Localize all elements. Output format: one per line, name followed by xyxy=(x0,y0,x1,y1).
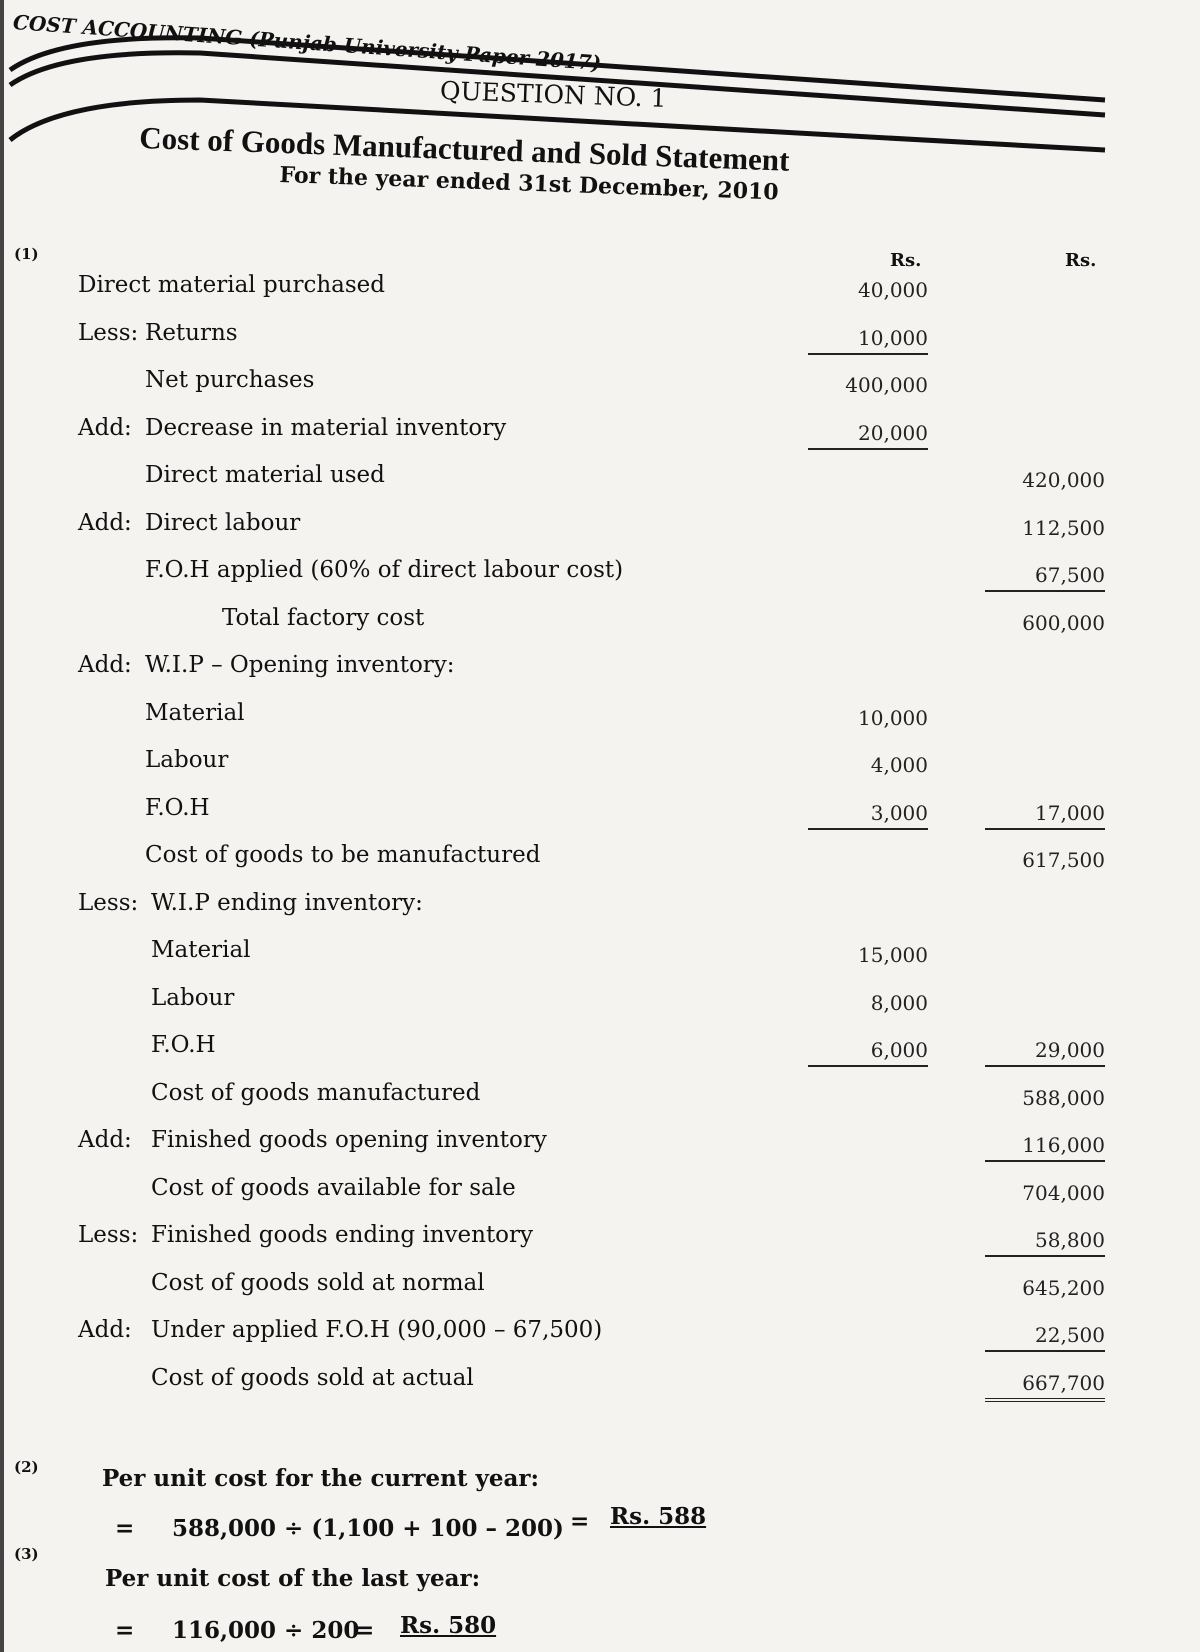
row-label: W.I.P ending inventory: xyxy=(151,889,423,916)
row-label: F.O.H xyxy=(151,1032,216,1058)
statement-row: F.O.H applied (60% of direct labour cost… xyxy=(0,557,1200,605)
amount-column-1: 8,000 xyxy=(870,990,928,1015)
statement-row: Labour 8,000 xyxy=(0,985,1200,1033)
statement-row: F.O.H 6,000 29,000 xyxy=(0,1032,1200,1080)
row-label: Total factory cost xyxy=(222,604,425,631)
row-label: F.O.H xyxy=(145,794,210,821)
column-header-rs-1: Rs. xyxy=(890,250,922,271)
row-label: Material xyxy=(145,699,245,726)
part3-equals: = xyxy=(355,1617,375,1644)
part3-heading: Per unit cost of the last year: xyxy=(105,1565,481,1592)
statement-row: Cost of goods to be manufactured 617,500 xyxy=(0,842,1200,890)
row-label: Finished goods ending inventory xyxy=(151,1222,534,1248)
row-label: Material xyxy=(151,937,251,963)
statement-row: Less: Finished goods ending inventory 58,8… xyxy=(0,1222,1200,1270)
marker-1: (1) xyxy=(14,245,39,263)
row-label: Net purchases xyxy=(145,367,315,393)
row-prefix: Less: xyxy=(78,1222,139,1248)
row-label: Cost of goods manufactured xyxy=(151,1079,481,1106)
decorative-rules xyxy=(8,35,1106,153)
amount-column-2: 617,500 xyxy=(1022,848,1105,872)
part2-result: Rs. 588 xyxy=(610,1503,707,1530)
amount-column-1: 10,000 xyxy=(858,705,928,730)
row-label: Returns xyxy=(145,319,238,346)
statement-row: Direct material used 420,000 xyxy=(0,462,1200,510)
row-prefix: Less: xyxy=(78,889,139,916)
amount-column-1: 20,000 xyxy=(808,421,928,450)
statement-row: Add: W.I.P – Opening inventory: xyxy=(0,652,1200,700)
amount-column-2: 116,000 xyxy=(985,1133,1105,1162)
row-label: Labour xyxy=(151,984,235,1011)
row-prefix: Add: xyxy=(78,414,132,441)
statement-row: Net purchases 400,000 xyxy=(0,367,1200,415)
row-label: Labour xyxy=(145,747,229,773)
amount-column-2: 588,000 xyxy=(1022,1085,1105,1110)
statement-row: Add: Finished goods opening inventory 116,… xyxy=(0,1127,1200,1175)
amount-column-1: 3,000 xyxy=(808,801,928,830)
amount-column-2: 645,200 xyxy=(1022,1275,1105,1300)
amount-column-2: 58,800 xyxy=(985,1228,1105,1257)
amount-column-1: 400,000 xyxy=(845,373,928,397)
amount-column-2: 704,000 xyxy=(1022,1180,1105,1205)
statement-table: Direct material purchased 40,000 Less: Retu… xyxy=(0,272,1200,1412)
amount-column-2: 29,000 xyxy=(985,1038,1105,1067)
statement-row: Less: W.I.P ending inventory: xyxy=(0,890,1200,938)
amount-column-1: 6,000 xyxy=(808,1038,928,1067)
row-label: Decrease in material inventory xyxy=(145,414,507,441)
part2-formula: 588,000 ÷ (1,100 + 100 – 200) xyxy=(172,1515,564,1542)
row-label: Under applied F.O.H (90,000 – 67,500) xyxy=(151,1317,603,1343)
amount-column-2: 600,000 xyxy=(1022,610,1105,635)
statement-row: Add: Under applied F.O.H (90,000 – 67,500… xyxy=(0,1317,1200,1365)
part2-bullet: = xyxy=(115,1515,135,1542)
amount-column-2: 420,000 xyxy=(1022,468,1105,492)
row-label: Direct material used xyxy=(145,462,385,488)
part3-bullet: = xyxy=(115,1617,135,1644)
statement-row: Labour 4,000 xyxy=(0,747,1200,795)
statement-row: Cost of goods available for sale 704,000 xyxy=(0,1175,1200,1223)
marker-2: (2) xyxy=(14,1458,39,1476)
amount-column-2: 667,700 xyxy=(985,1371,1105,1402)
row-label: Cost of goods sold at actual xyxy=(151,1364,474,1391)
part2-heading: Per unit cost for the current year: xyxy=(102,1465,539,1492)
amount-column-2: 22,500 xyxy=(985,1323,1105,1352)
statement-row: Material 10,000 xyxy=(0,700,1200,748)
row-label: Direct material purchased xyxy=(78,272,386,298)
statement-row: Material 15,000 xyxy=(0,937,1200,985)
statement-row: Cost of goods manufactured 588,000 xyxy=(0,1080,1200,1128)
statement-row: Cost of goods sold at normal 645,200 xyxy=(0,1270,1200,1318)
amount-column-1: 15,000 xyxy=(858,943,928,967)
statement-row: Direct material purchased 40,000 xyxy=(0,272,1200,320)
statement-row: F.O.H 3,000 17,000 xyxy=(0,795,1200,843)
row-label: Finished goods opening inventory xyxy=(151,1127,547,1153)
part3-formula: 116,000 ÷ 200 xyxy=(172,1617,360,1644)
row-prefix: Add: xyxy=(78,1317,132,1343)
amount-column-1: 10,000 xyxy=(808,326,928,355)
row-label: W.I.P – Opening inventory: xyxy=(145,652,455,678)
row-prefix: Less: xyxy=(78,319,139,346)
amount-column-1: 40,000 xyxy=(858,278,928,302)
part2-equals: = xyxy=(570,1508,590,1535)
row-label: Cost of goods to be manufactured xyxy=(145,842,541,868)
statement-row: Total factory cost 600,000 xyxy=(0,605,1200,653)
amount-column-1: 4,000 xyxy=(870,753,928,777)
row-label: Direct labour xyxy=(145,509,301,536)
row-label: F.O.H applied (60% of direct labour cost… xyxy=(145,557,624,583)
amount-column-2: 17,000 xyxy=(985,801,1105,830)
statement-row: Add: Direct labour 112,500 xyxy=(0,510,1200,558)
page-edge xyxy=(0,0,4,1652)
marker-3: (3) xyxy=(14,1545,39,1563)
amount-column-2: 67,500 xyxy=(985,563,1105,592)
row-prefix: Add: xyxy=(78,509,132,536)
statement-row: Add: Decrease in material inventory 20,000 xyxy=(0,415,1200,463)
statement-row: Cost of goods sold at actual 667,700 xyxy=(0,1365,1200,1413)
amount-column-2: 112,500 xyxy=(1022,515,1105,540)
statement-row: Less: Returns 10,000 xyxy=(0,320,1200,368)
row-label: Cost of goods available for sale xyxy=(151,1174,516,1201)
row-label: Cost of goods sold at normal xyxy=(151,1269,485,1296)
column-header-rs-2: Rs. xyxy=(1065,250,1097,271)
row-prefix: Add: xyxy=(78,652,132,678)
row-prefix: Add: xyxy=(78,1127,132,1153)
part3-result: Rs. 580 xyxy=(400,1612,497,1639)
